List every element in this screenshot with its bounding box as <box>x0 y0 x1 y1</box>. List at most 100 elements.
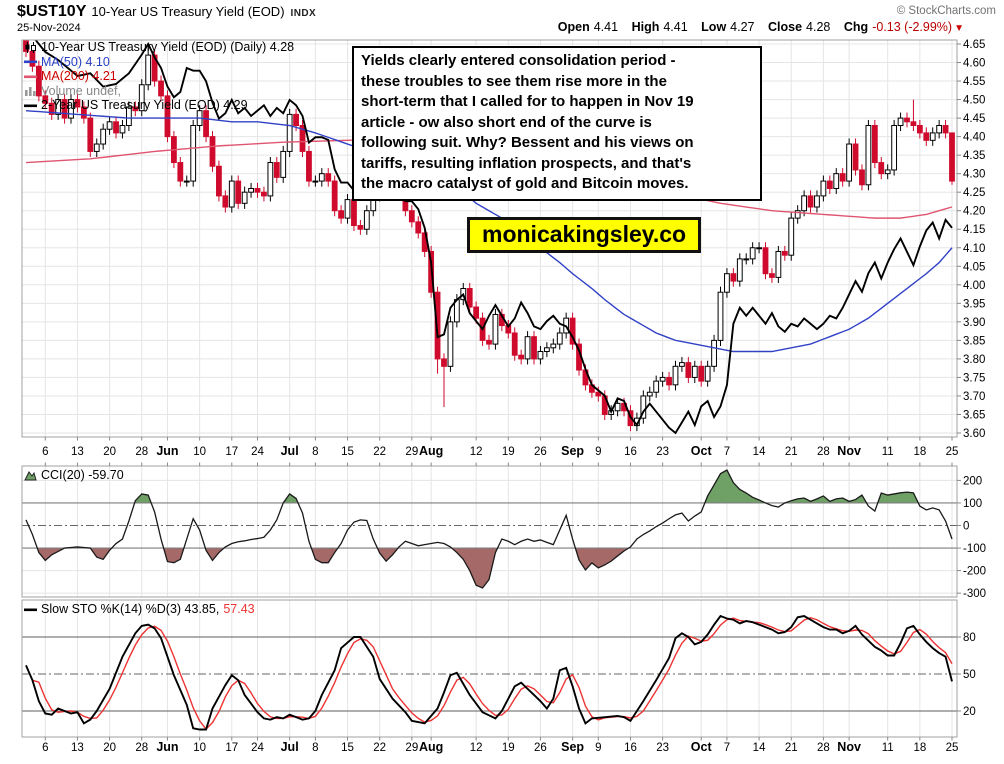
svg-text:29: 29 <box>405 446 418 458</box>
svg-text:50: 50 <box>963 669 976 681</box>
svg-text:20: 20 <box>103 446 116 458</box>
svg-text:23: 23 <box>656 742 669 754</box>
svg-text:Sep: Sep <box>561 444 584 458</box>
main-chart-legend: 10-Year US Treasury Yield (EOD) (Daily) … <box>24 40 294 113</box>
svg-text:28: 28 <box>817 446 830 458</box>
svg-text:3.60: 3.60 <box>963 428 985 440</box>
legend-label: 2-Year US Treasury Yield (EOD) 4.29 <box>41 98 248 112</box>
legend-label: Slow STO %K(14) %D(3) 43.85, <box>41 602 220 616</box>
svg-text:17: 17 <box>225 742 238 754</box>
annotation-note: Yields clearly entered consolidation per… <box>352 46 762 201</box>
chart-date: 25-Nov-2024 <box>17 22 81 34</box>
svg-text:-200: -200 <box>963 566 986 578</box>
svg-text:4.35: 4.35 <box>963 150 985 162</box>
line-style-icon <box>24 60 37 64</box>
svg-text:3.80: 3.80 <box>963 354 985 366</box>
svg-text:28: 28 <box>817 742 830 754</box>
line-style-icon <box>24 75 37 78</box>
svg-text:3.85: 3.85 <box>963 335 985 347</box>
annotation-line: Yields clearly entered consolidation per… <box>361 52 676 69</box>
svg-text:200: 200 <box>963 475 982 487</box>
legend-item: MA(50) 4.10 <box>24 55 294 70</box>
low-value: 4.27 <box>730 20 755 34</box>
svg-text:21: 21 <box>785 446 798 458</box>
svg-text:Jul: Jul <box>281 740 299 754</box>
svg-text:4.10: 4.10 <box>963 243 985 255</box>
line-style-icon <box>24 104 37 107</box>
svg-text:15: 15 <box>341 446 354 458</box>
svg-text:26: 26 <box>534 446 547 458</box>
legend-item: 2-Year US Treasury Yield (EOD) 4.29 <box>24 98 294 113</box>
svg-text:4.20: 4.20 <box>963 206 985 218</box>
svg-text:13: 13 <box>71 742 84 754</box>
svg-text:3.70: 3.70 <box>963 391 985 403</box>
annotation-line: article - ow also short end of the curve… <box>361 113 652 131</box>
svg-text:4.45: 4.45 <box>963 113 985 125</box>
svg-text:4.05: 4.05 <box>963 261 985 273</box>
annotation-line: tariffs, resulting inflation prospects, … <box>361 154 692 172</box>
svg-text:6: 6 <box>42 446 48 458</box>
annotation-line: short-term that I called for to happen i… <box>361 93 694 110</box>
watermark-badge: monicakingsley.co <box>467 217 702 253</box>
svg-text:20: 20 <box>963 706 976 718</box>
svg-text:20: 20 <box>103 742 116 754</box>
svg-text:80: 80 <box>963 632 976 644</box>
svg-text:28: 28 <box>135 742 148 754</box>
svg-text:Oct: Oct <box>691 444 713 458</box>
svg-text:Jun: Jun <box>156 740 178 754</box>
svg-text:15: 15 <box>341 742 354 754</box>
svg-text:11: 11 <box>882 742 894 754</box>
svg-text:14: 14 <box>753 446 766 458</box>
svg-text:4.60: 4.60 <box>963 58 985 70</box>
svg-text:Nov: Nov <box>837 740 861 754</box>
legend-label: Volume undef, <box>41 83 121 98</box>
legend-item: 10-Year US Treasury Yield (EOD) (Daily) … <box>24 40 294 55</box>
svg-text:17: 17 <box>225 446 238 458</box>
high-label: High <box>631 20 660 34</box>
volume-bars-icon <box>25 87 36 97</box>
legend-item: CCI(20) -59.70 <box>24 468 124 483</box>
svg-text:9: 9 <box>595 446 601 458</box>
svg-text:-100: -100 <box>963 543 986 555</box>
svg-text:3.65: 3.65 <box>963 409 985 421</box>
svg-text:24: 24 <box>251 742 264 754</box>
svg-text:100: 100 <box>963 498 982 510</box>
ohlc-readout: Open 4.41 High 4.41 Low 4.27 Close 4.28 Chg -… <box>558 20 964 34</box>
svg-text:8: 8 <box>312 742 318 754</box>
svg-text:4.15: 4.15 <box>963 224 985 236</box>
svg-text:Nov: Nov <box>837 444 861 458</box>
chg-value: -0.13 (-2.99%) <box>872 20 953 34</box>
svg-text:Jun: Jun <box>156 444 178 458</box>
svg-text:4.00: 4.00 <box>963 280 985 292</box>
legend-item: MA(200) 4.21 <box>24 69 294 84</box>
svg-text:19: 19 <box>502 446 515 458</box>
cci-area-icon <box>24 470 37 481</box>
svg-text:25: 25 <box>946 742 959 754</box>
svg-text:Oct: Oct <box>691 740 713 754</box>
copyright: © StockCharts.com <box>896 5 996 17</box>
legend-item: Volume undef, <box>24 84 294 99</box>
svg-text:23: 23 <box>656 446 669 458</box>
line-style-icon <box>24 608 37 611</box>
svg-text:11: 11 <box>882 446 894 458</box>
svg-text:Jul: Jul <box>281 444 299 458</box>
svg-text:4.65: 4.65 <box>963 39 985 51</box>
svg-text:24: 24 <box>251 446 264 458</box>
annotation-line: following suit. Why? Bessent and his vie… <box>361 134 694 151</box>
svg-text:8: 8 <box>312 446 318 458</box>
svg-text:4.25: 4.25 <box>963 187 985 199</box>
open-value: 4.41 <box>593 20 619 34</box>
legend-label: 10-Year US Treasury Yield (EOD) (Daily) … <box>41 40 295 54</box>
svg-text:6: 6 <box>42 742 48 754</box>
svg-text:25: 25 <box>946 446 959 458</box>
svg-text:7: 7 <box>724 446 730 458</box>
svg-text:Sep: Sep <box>561 740 584 754</box>
svg-text:18: 18 <box>913 446 926 458</box>
svg-text:22: 22 <box>373 446 386 458</box>
legend-label: MA(200) 4.21 <box>41 69 117 83</box>
svg-text:Aug: Aug <box>419 444 443 458</box>
chart-header: $UST10Y 10-Year US Treasury Yield (EOD) IN… <box>17 3 316 21</box>
high-value: 4.41 <box>663 20 688 34</box>
svg-text:18: 18 <box>913 742 926 754</box>
